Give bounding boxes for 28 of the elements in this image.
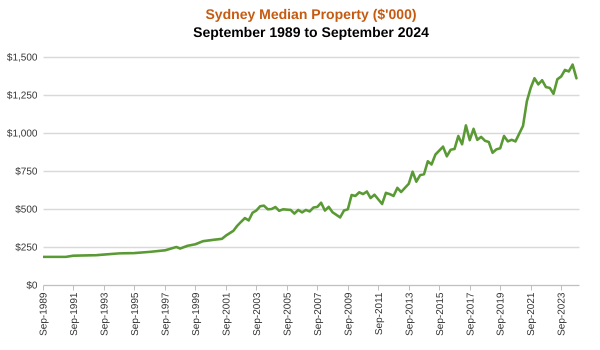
y-tick-label: $250 — [15, 242, 38, 254]
x-tick-label: Sep-2007 — [312, 292, 324, 336]
chart-subtitle: September 1989 to September 2024 — [193, 24, 430, 40]
x-tick-label: Sep-2009 — [343, 292, 354, 336]
x-tick-label: Sep-1997 — [160, 292, 172, 336]
x-tick-label: Sep-2013 — [404, 292, 416, 336]
y-tick-label: $500 — [15, 204, 38, 216]
x-tick-label: Sep-1993 — [99, 292, 110, 336]
x-tick-label: Sep-1991 — [68, 292, 80, 336]
x-tick-label: Sep-2005 — [282, 292, 294, 336]
x-tick-label: Sep-2011 — [374, 292, 385, 336]
y-tick-label: $1,500 — [6, 52, 38, 64]
y-tick-label: $0 — [26, 280, 38, 292]
x-tick-label: Sep-1989 — [38, 292, 50, 336]
x-tick-label: Sep-2023 — [556, 292, 568, 336]
x-tick-label: Sep-2019 — [496, 292, 507, 336]
x-tick-label: Sep-2001 — [221, 292, 232, 336]
x-tick-label: Sep-2021 — [526, 292, 538, 336]
x-tick-label: Sep-1995 — [130, 292, 141, 336]
y-tick-label: $1,250 — [6, 90, 38, 102]
y-tick-label: $1,000 — [6, 128, 38, 140]
y-tick-label: $750 — [15, 166, 38, 178]
chart-title: Sydney Median Property ($'000) — [205, 6, 417, 22]
x-tick-label: Sep-2017 — [465, 292, 476, 336]
x-tick-label: Sep-2015 — [434, 292, 446, 336]
x-tick-label: Sep-2003 — [252, 292, 263, 336]
x-tick-label: Sep-1999 — [190, 292, 202, 336]
line-series — [43, 63, 578, 258]
